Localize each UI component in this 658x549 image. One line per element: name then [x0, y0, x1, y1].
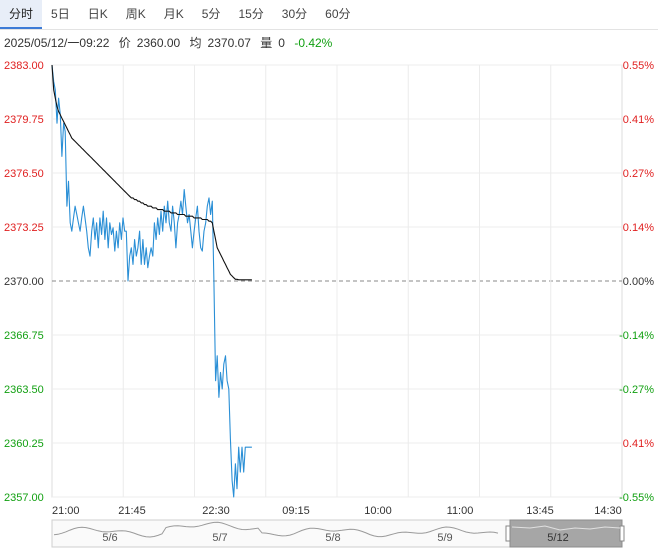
navigator-date-label: 5/6 [102, 532, 117, 544]
y-pct-tick-label: 0.41% [623, 114, 654, 126]
navigator-date-label: 5/12 [547, 532, 568, 544]
price-label: 价 [118, 36, 131, 50]
navigator-left-handle[interactable] [505, 525, 511, 542]
y-pct-tick-label: 0.00% [623, 276, 654, 288]
avg-value: 2370.07 [207, 36, 251, 50]
x-tick-label: 21:00 [52, 505, 80, 517]
navigator-overview-line [53, 521, 499, 538]
tab-3[interactable]: 周K [125, 7, 146, 21]
x-tick-label: 22:30 [202, 505, 230, 517]
y-pct-tick-label: 0.41% [623, 438, 654, 450]
y-tick-label: 2383.00 [4, 60, 44, 72]
tab-4[interactable]: 月K [163, 7, 184, 21]
y-tick-label: 2376.50 [4, 168, 44, 180]
tab-1[interactable]: 5日 [51, 7, 70, 21]
y-tick-label: 2360.25 [4, 438, 44, 450]
price-value: 2360.00 [136, 36, 181, 50]
navigator-date-label: 5/7 [212, 532, 227, 544]
tab-0[interactable]: 分时 [0, 0, 43, 29]
navigator-selected-line [511, 525, 621, 531]
y-pct-tick-label: -0.14% [619, 330, 654, 342]
tab-2[interactable]: 日K [87, 7, 108, 21]
tab-7[interactable]: 30分 [281, 7, 308, 21]
navigator-date-label: 5/8 [325, 532, 340, 544]
y-tick-label: 2357.00 [4, 492, 44, 504]
y-tick-label: 2379.75 [4, 114, 44, 126]
y-tick-label: 2366.75 [4, 330, 44, 342]
quote-datetime: 2025/05/12/一09:22 [4, 36, 110, 50]
y-pct-tick-label: -0.55% [619, 492, 654, 504]
period-tab-bar: 分时 5日 日K 周K 月K 5分 15分 30分 60分 [0, 0, 658, 30]
x-tick-label: 11:00 [447, 505, 474, 517]
navigator-date-label: 5/9 [437, 532, 452, 544]
volume-label: 量 [260, 36, 273, 50]
change-value: -0.42% [294, 36, 333, 50]
navigator-right-handle[interactable] [619, 525, 625, 542]
tab-5[interactable]: 5分 [201, 7, 221, 21]
x-tick-label: 10:00 [364, 505, 392, 517]
y-pct-tick-label: 0.27% [623, 168, 654, 180]
x-tick-label: 13:45 [526, 505, 554, 517]
y-tick-label: 2373.25 [4, 222, 44, 234]
tab-6[interactable]: 15分 [238, 7, 264, 21]
price-line [51, 64, 252, 498]
y-tick-label: 2363.50 [4, 384, 44, 396]
average-price-line [51, 64, 252, 281]
y-tick-label: 2370.00 [4, 276, 44, 288]
avg-label: 均 [189, 36, 202, 50]
x-tick-label: 09:15 [282, 505, 310, 517]
y-pct-tick-label: -0.27% [619, 384, 654, 396]
x-tick-label: 21:45 [118, 505, 146, 517]
volume-value: 0 [278, 36, 285, 50]
y-pct-tick-label: 0.55% [623, 60, 654, 72]
tab-8[interactable]: 60分 [325, 7, 351, 21]
x-tick-label: 14:30 [594, 505, 622, 517]
y-pct-tick-label: 0.14% [623, 222, 654, 234]
